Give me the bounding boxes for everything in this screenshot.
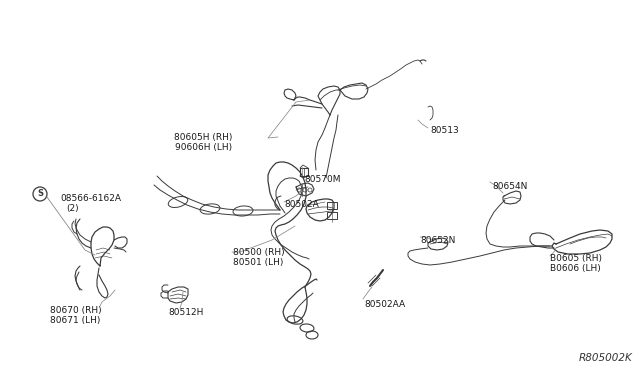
Text: 80652N: 80652N bbox=[420, 236, 456, 245]
Text: 80502A: 80502A bbox=[284, 200, 319, 209]
Text: (2): (2) bbox=[66, 204, 79, 213]
Text: 80654N: 80654N bbox=[492, 182, 527, 191]
Text: 80512H: 80512H bbox=[168, 308, 204, 317]
Text: 80671 (LH): 80671 (LH) bbox=[50, 316, 100, 325]
Bar bbox=[327, 212, 337, 219]
Text: B0605 (RH): B0605 (RH) bbox=[550, 254, 602, 263]
Text: 80500 (RH): 80500 (RH) bbox=[233, 248, 285, 257]
Bar bbox=[327, 202, 337, 209]
Text: 80605H (RH): 80605H (RH) bbox=[173, 133, 232, 142]
Text: R805002K: R805002K bbox=[579, 353, 632, 363]
Text: 80670 (RH): 80670 (RH) bbox=[50, 306, 102, 315]
Text: B0606 (LH): B0606 (LH) bbox=[550, 264, 601, 273]
Text: 80513: 80513 bbox=[430, 126, 459, 135]
Text: 08566-6162A: 08566-6162A bbox=[60, 194, 121, 203]
Text: S: S bbox=[37, 189, 43, 199]
Text: 90606H (LH): 90606H (LH) bbox=[175, 143, 232, 152]
Text: 80502AA: 80502AA bbox=[364, 300, 405, 309]
Text: 80501 (LH): 80501 (LH) bbox=[233, 258, 284, 267]
Text: 80570M: 80570M bbox=[304, 175, 340, 184]
